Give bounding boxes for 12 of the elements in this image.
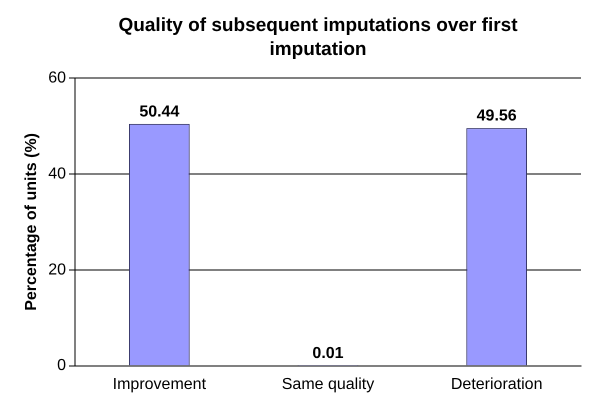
x-tick-label: Improvement xyxy=(112,376,207,393)
data-label: 49.56 xyxy=(476,107,517,124)
data-label: 50.44 xyxy=(139,103,180,120)
y-tick-label: 40 xyxy=(48,165,66,182)
y-tick-label: 60 xyxy=(48,69,66,86)
y-axis-title: Percentage of units (%) xyxy=(23,132,40,311)
x-tick-label: Deterioration xyxy=(450,376,542,393)
y-tick-label: 0 xyxy=(57,357,66,374)
y-tick-label: 20 xyxy=(48,261,66,278)
chart-title: Quality of subsequent imputations over first imputation xyxy=(118,14,518,62)
x-tick-label: Same quality xyxy=(282,376,374,393)
data-label: 0.01 xyxy=(312,345,344,362)
